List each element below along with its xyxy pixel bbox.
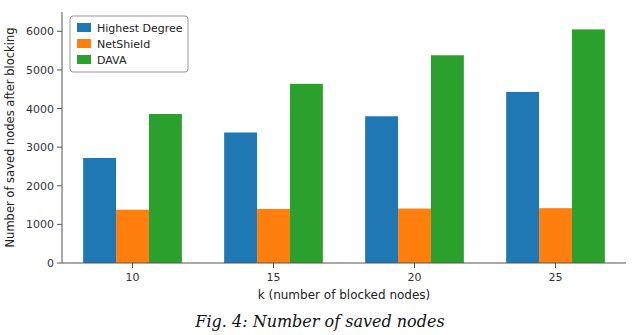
y-tick bbox=[57, 31, 62, 32]
legend-box bbox=[70, 16, 188, 72]
y-tick-label: 2000 bbox=[26, 180, 54, 193]
bar bbox=[506, 92, 539, 263]
y-tick bbox=[57, 147, 62, 148]
y-tick bbox=[57, 108, 62, 109]
legend-label: NetShield bbox=[97, 38, 150, 51]
y-tick bbox=[57, 224, 62, 225]
y-tick bbox=[57, 185, 62, 186]
bar bbox=[431, 55, 464, 263]
y-tick-label: 6000 bbox=[26, 25, 54, 38]
legend-swatch bbox=[77, 55, 91, 64]
x-tick bbox=[132, 263, 133, 268]
y-tick-label: 5000 bbox=[26, 64, 54, 77]
bar bbox=[365, 116, 398, 263]
bar bbox=[398, 209, 431, 263]
bar bbox=[290, 84, 323, 263]
y-tick-label: 1000 bbox=[26, 218, 54, 231]
x-tick-label: 15 bbox=[267, 271, 281, 284]
bar bbox=[83, 158, 116, 263]
legend-swatch bbox=[77, 39, 91, 48]
y-tick bbox=[57, 69, 62, 70]
x-axis-label: k (number of blocked nodes) bbox=[258, 288, 431, 302]
x-tick bbox=[555, 263, 556, 268]
legend-label: Highest Degree bbox=[97, 22, 183, 35]
bar bbox=[149, 114, 182, 263]
legend-label: DAVA bbox=[97, 54, 127, 67]
caption: Fig. 4: Number of saved nodes bbox=[194, 312, 444, 331]
bar bbox=[224, 132, 257, 263]
legend-swatch bbox=[77, 23, 91, 32]
chart-container: 0 1000 2000 3000 4000 5000 6000 10 15 20 25 k (numb… bbox=[0, 0, 640, 335]
x-tick bbox=[414, 263, 415, 268]
x-tick-label: 25 bbox=[549, 271, 563, 284]
bar bbox=[572, 29, 605, 263]
x-axis-line bbox=[62, 263, 626, 264]
bar bbox=[116, 210, 149, 263]
y-tick-label: 0 bbox=[47, 257, 54, 270]
y-tick-label: 4000 bbox=[26, 103, 54, 116]
x-tick-label: 20 bbox=[408, 271, 422, 284]
x-tick-label: 10 bbox=[126, 271, 140, 284]
y-axis-line bbox=[62, 12, 63, 263]
y-tick bbox=[57, 263, 62, 264]
y-axis-label: Number of saved nodes after blocking bbox=[3, 28, 17, 248]
bar bbox=[539, 208, 572, 263]
legend: Highest Degree NetShield DAVA bbox=[70, 16, 188, 72]
bar bbox=[257, 209, 290, 263]
chart-svg: 0 1000 2000 3000 4000 5000 6000 10 15 20 25 k (numb… bbox=[0, 0, 640, 335]
x-tick bbox=[273, 263, 274, 268]
y-tick-label: 3000 bbox=[26, 141, 54, 154]
